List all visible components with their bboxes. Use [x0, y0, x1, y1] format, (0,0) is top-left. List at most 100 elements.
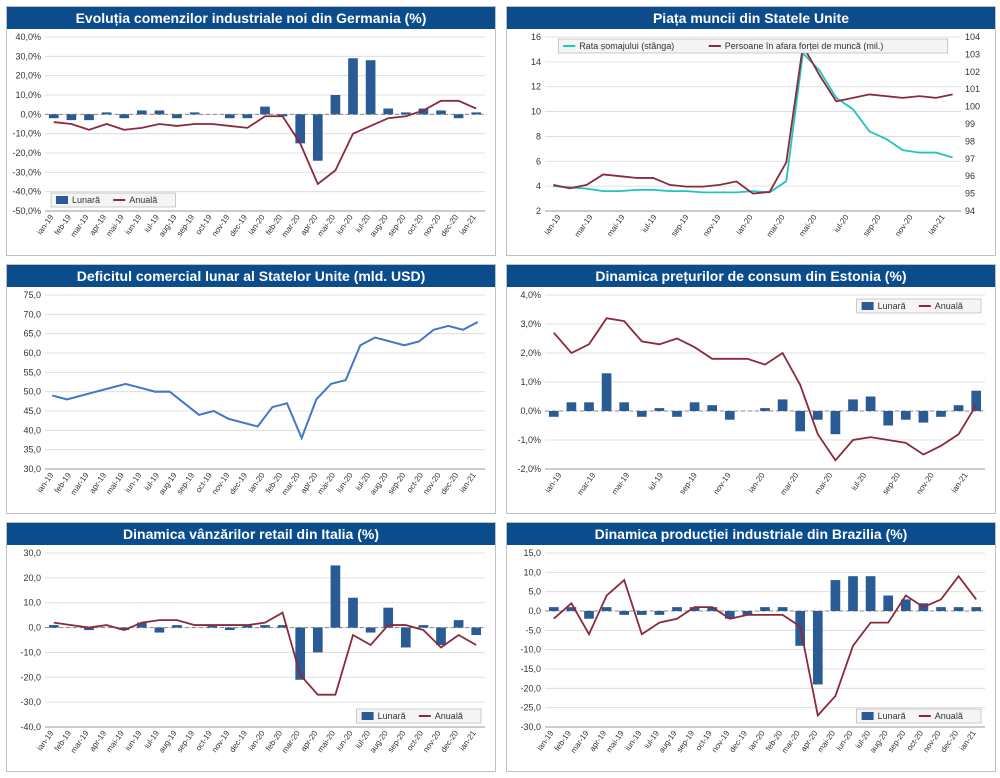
svg-text:iun-20: iun-20: [835, 729, 855, 753]
svg-text:ian-19: ian-19: [543, 471, 563, 495]
svg-text:sep-19: sep-19: [678, 471, 700, 497]
svg-text:-15,0: -15,0: [520, 664, 541, 674]
svg-text:mar-19: mar-19: [69, 213, 91, 239]
chart-title: Dinamica prețurilor de consum din Estoni…: [507, 265, 995, 287]
svg-text:96: 96: [965, 171, 975, 181]
chart-svg: 246810121416949596979899100101102103104i…: [507, 29, 995, 251]
svg-text:6: 6: [536, 156, 541, 166]
svg-text:ian-19: ian-19: [35, 729, 55, 753]
svg-text:8: 8: [536, 131, 541, 141]
svg-text:mar-19: mar-19: [569, 729, 591, 755]
svg-text:5,0: 5,0: [528, 587, 541, 597]
svg-text:ian-21: ian-21: [958, 729, 978, 753]
svg-text:ian-20: ian-20: [747, 471, 767, 495]
svg-text:ian-20: ian-20: [747, 729, 767, 753]
svg-text:16: 16: [531, 32, 541, 42]
svg-text:ian-21: ian-21: [458, 471, 478, 495]
svg-text:iun-19: iun-19: [123, 729, 143, 753]
svg-text:2,0%: 2,0%: [520, 348, 541, 358]
svg-text:2: 2: [536, 206, 541, 216]
chart-panel-brazil: Dinamica producției industriale din Braz…: [506, 522, 996, 772]
svg-text:Anuală: Anuală: [129, 195, 157, 205]
svg-text:mar-20: mar-20: [779, 471, 801, 497]
svg-text:mai-19: mai-19: [610, 471, 632, 497]
svg-text:97: 97: [965, 154, 975, 164]
svg-text:ian-20: ian-20: [247, 729, 267, 753]
svg-text:ian-19: ian-19: [543, 213, 563, 237]
chart-title: Deficitul comercial lunar al Statelor Un…: [7, 265, 495, 287]
svg-text:ian-21: ian-21: [458, 729, 478, 753]
svg-text:95: 95: [965, 189, 975, 199]
svg-text:-5,0: -5,0: [525, 625, 541, 635]
svg-text:mar-19: mar-19: [69, 471, 91, 497]
svg-text:mar-19: mar-19: [575, 471, 597, 497]
svg-text:mar-20: mar-20: [280, 471, 302, 497]
svg-text:-20,0: -20,0: [520, 683, 541, 693]
svg-text:-50,0%: -50,0%: [12, 206, 41, 216]
svg-text:iul-19: iul-19: [646, 471, 665, 493]
svg-text:ian-21: ian-21: [950, 471, 970, 495]
svg-text:-40,0: -40,0: [20, 722, 41, 732]
svg-text:ian-21: ian-21: [458, 213, 478, 237]
svg-text:iun-20: iun-20: [335, 213, 355, 237]
svg-text:Anuală: Anuală: [935, 711, 963, 721]
svg-text:3,0%: 3,0%: [520, 319, 541, 329]
svg-text:Lunară: Lunară: [378, 711, 406, 721]
svg-text:-20,0: -20,0: [20, 672, 41, 682]
svg-text:ian-19: ian-19: [535, 729, 555, 753]
svg-text:ian-20: ian-20: [247, 213, 267, 237]
svg-text:0,0%: 0,0%: [520, 406, 541, 416]
svg-text:-1,0%: -1,0%: [517, 435, 541, 445]
svg-text:sep-20: sep-20: [386, 471, 408, 497]
svg-text:iun-19: iun-19: [623, 729, 643, 753]
chart-title: Piața muncii din Statele Unite: [507, 7, 995, 29]
svg-text:sep-19: sep-19: [669, 213, 691, 239]
svg-text:50,0: 50,0: [23, 387, 41, 397]
svg-text:94: 94: [965, 206, 975, 216]
svg-text:iun-20: iun-20: [335, 471, 355, 495]
chart-svg: 30,035,040,045,050,055,060,065,070,075,0…: [7, 287, 495, 509]
svg-text:mai-19: mai-19: [604, 729, 626, 755]
svg-text:-30,0%: -30,0%: [12, 167, 41, 177]
svg-text:mai-19: mai-19: [605, 213, 627, 239]
svg-text:sep-20: sep-20: [881, 471, 903, 497]
svg-text:Lunară: Lunară: [878, 711, 906, 721]
svg-text:20,0%: 20,0%: [15, 71, 41, 81]
svg-text:mai-19: mai-19: [104, 729, 126, 755]
chart-svg: -50,0%-40,0%-30,0%-20,0%-10,0%0,0%10,0%2…: [7, 29, 495, 251]
svg-text:sep-20: sep-20: [386, 213, 408, 239]
svg-text:70,0: 70,0: [23, 309, 41, 319]
svg-text:101: 101: [965, 84, 980, 94]
svg-text:40,0: 40,0: [23, 425, 41, 435]
chart-panel-us_labor: Piața muncii din Statele Unite2468101214…: [506, 6, 996, 256]
svg-text:-25,0: -25,0: [520, 703, 541, 713]
chart-panel-estonia: Dinamica prețurilor de consum din Estoni…: [506, 264, 996, 514]
svg-text:iun-19: iun-19: [123, 213, 143, 237]
svg-text:14: 14: [531, 57, 541, 67]
svg-text:sep-20: sep-20: [386, 729, 408, 755]
svg-text:Anuală: Anuală: [435, 711, 463, 721]
svg-text:104: 104: [965, 32, 980, 42]
svg-text:mai-20: mai-20: [316, 471, 338, 497]
svg-text:mar-19: mar-19: [573, 213, 595, 239]
svg-text:65,0: 65,0: [23, 329, 41, 339]
svg-text:ian-19: ian-19: [35, 471, 55, 495]
svg-text:10,0%: 10,0%: [15, 90, 41, 100]
svg-text:35,0: 35,0: [23, 445, 41, 455]
svg-text:iul-20: iul-20: [832, 213, 851, 235]
chart-area: -40,0-30,0-20,0-10,00,010,020,030,0ian-1…: [7, 545, 495, 771]
svg-text:mar-20: mar-20: [280, 729, 302, 755]
svg-text:98: 98: [965, 136, 975, 146]
chart-title: Evoluția comenzilor industriale noi din …: [7, 7, 495, 29]
svg-text:mai-20: mai-20: [813, 471, 835, 497]
svg-text:12: 12: [531, 82, 541, 92]
chart-area: -30,0-25,0-20,0-15,0-10,0-5,00,05,010,01…: [507, 545, 995, 771]
svg-text:dec-20: dec-20: [439, 729, 461, 755]
svg-text:mar-20: mar-20: [780, 729, 802, 755]
svg-text:30,0: 30,0: [23, 548, 41, 558]
chart-panel-us_trade: Deficitul comercial lunar al Statelor Un…: [6, 264, 496, 514]
svg-text:20,0: 20,0: [23, 573, 41, 583]
svg-text:10,0: 10,0: [523, 567, 541, 577]
svg-text:-10,0: -10,0: [20, 647, 41, 657]
svg-text:102: 102: [965, 67, 980, 77]
